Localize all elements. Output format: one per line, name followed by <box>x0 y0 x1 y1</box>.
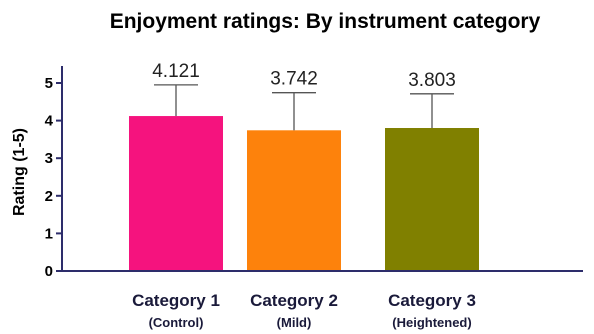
category-label: Category 1 <box>132 291 220 310</box>
plot-area: 0 1 2 3 4 5 4.121 Category 1 (Control) 3.742 Categ… <box>45 61 583 330</box>
y-tick-label: 3 <box>45 150 53 167</box>
category-label: Category 3 <box>388 291 476 310</box>
bar <box>247 130 341 271</box>
bar <box>129 116 223 271</box>
data-label: 3.742 <box>270 69 318 90</box>
category-sublabel: (Mild) <box>277 315 312 330</box>
category-label: Category 2 <box>250 291 338 310</box>
category-sublabel: (Control) <box>149 315 204 330</box>
y-tick-label: 5 <box>45 75 53 92</box>
y-tick-label: 0 <box>45 263 53 280</box>
y-tick-label: 1 <box>45 225 53 242</box>
bar <box>385 128 479 271</box>
category-sublabel: (Heightened) <box>392 315 471 330</box>
data-label: 4.121 <box>152 61 200 82</box>
y-tick-label: 4 <box>45 113 54 130</box>
y-tick-label: 2 <box>45 188 53 205</box>
data-label: 3.803 <box>408 70 456 91</box>
chart-title: Enjoyment ratings: By instrument categor… <box>110 10 541 33</box>
y-axis-label: Rating (1-5) <box>11 128 28 216</box>
